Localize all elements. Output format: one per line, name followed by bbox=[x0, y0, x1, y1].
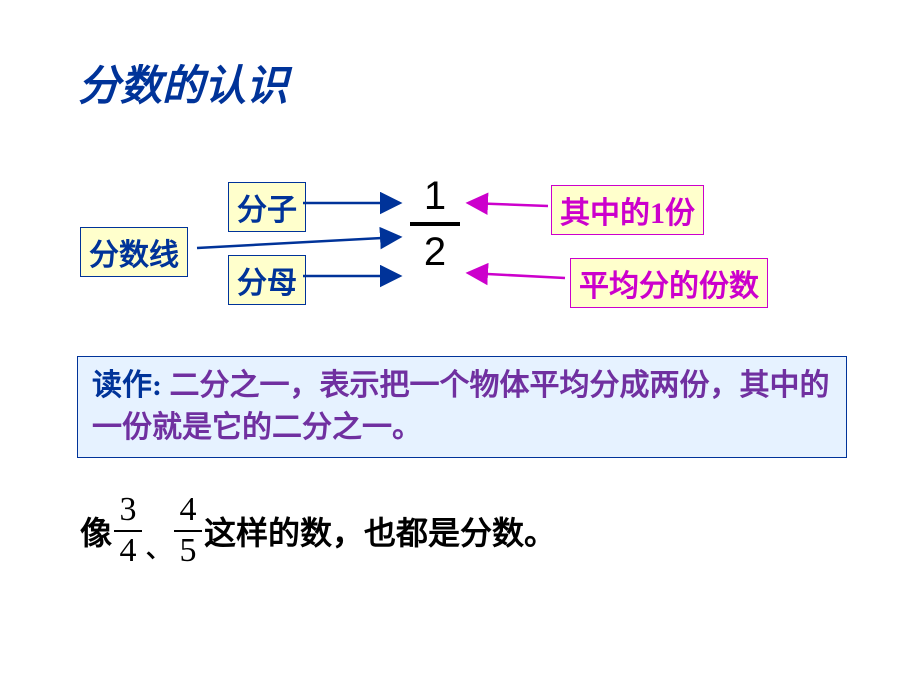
frac1-num: 3 bbox=[120, 495, 137, 526]
frac2-den: 5 bbox=[180, 536, 197, 567]
bottom-post: 这样的数，也都是分数。 bbox=[204, 508, 556, 554]
bottom-pre: 像 bbox=[80, 508, 112, 554]
arrow-avg-parts bbox=[468, 273, 565, 278]
label-fenshuxian: 分数线 bbox=[80, 227, 188, 277]
fraction-numerator: 1 bbox=[400, 176, 470, 216]
frac2-num: 4 bbox=[180, 495, 197, 526]
label-avg-parts: 平均分的份数 bbox=[570, 258, 768, 308]
label-fenzi: 分子 bbox=[228, 182, 306, 232]
bottom-frac-1: 3 4 bbox=[114, 495, 142, 566]
page-title: 分数的认识 bbox=[78, 52, 288, 113]
frac1-den: 4 bbox=[120, 536, 137, 567]
read-box: 读作: 二分之一，表示把一个物体平均分成两份，其中的一份就是它的二分之一。 bbox=[77, 356, 847, 458]
arrow-one-of bbox=[468, 203, 548, 206]
bottom-line: 像 3 4 、 4 5 这样的数，也都是分数。 bbox=[80, 495, 556, 566]
bottom-sep: 、 bbox=[146, 529, 170, 566]
read-body: 二分之一，表示把一个物体平均分成两份，其中的一份就是它的二分之一。 bbox=[92, 369, 830, 444]
bottom-frac-2: 4 5 bbox=[174, 495, 202, 566]
label-one-of: 其中的1份 bbox=[551, 185, 704, 235]
main-fraction: 1 2 bbox=[400, 176, 470, 272]
label-fenmu: 分母 bbox=[228, 255, 306, 305]
arrow-fenshuxian bbox=[197, 237, 400, 248]
fraction-denominator: 2 bbox=[400, 232, 470, 272]
read-lead: 读作: bbox=[92, 369, 170, 402]
fraction-bar bbox=[410, 222, 460, 226]
